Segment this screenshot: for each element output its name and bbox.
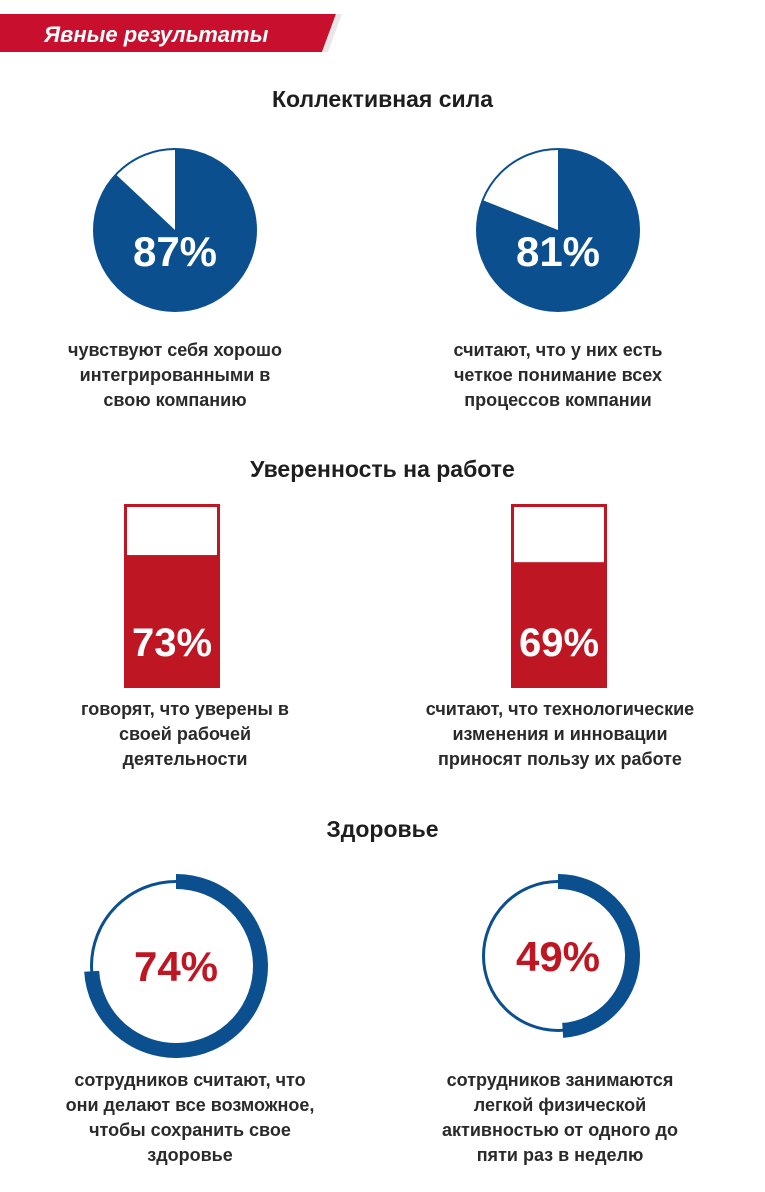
bar-value-label: 73% bbox=[132, 621, 212, 665]
caption-line: четкое понимание всех bbox=[453, 365, 663, 385]
fill-bar-73: 73% bbox=[124, 504, 220, 688]
banner-shape bbox=[0, 14, 342, 52]
section-title-confidence: Уверенность на работе bbox=[250, 456, 515, 482]
caption-line: пяти раз в неделю bbox=[476, 1145, 644, 1165]
caption-line: говорят, что уверены в bbox=[81, 699, 289, 719]
caption-73: говорят, что уверены в своей рабочей деяте… bbox=[40, 697, 330, 772]
caption-81: считают, что у них есть четкое понимание … bbox=[418, 338, 698, 413]
caption-line: изменения и инновации bbox=[452, 724, 668, 744]
caption-line: легкой физической bbox=[473, 1095, 647, 1115]
ring-arc bbox=[84, 874, 268, 1058]
caption-line: сотрудников занимаются bbox=[446, 1070, 674, 1090]
pie-slice bbox=[477, 149, 639, 311]
pie-value-label: 87% bbox=[133, 228, 217, 275]
caption-line: чувствуют себя хорошо bbox=[68, 340, 282, 360]
caption-line: деятельности bbox=[122, 749, 248, 769]
caption-line: своей рабочей bbox=[118, 724, 252, 744]
pie-chart-81: 81% bbox=[476, 148, 640, 312]
caption-line: считают, что у них есть bbox=[453, 340, 663, 360]
caption-line: здоровье bbox=[147, 1145, 233, 1165]
caption-69: считают, что технологические изменения и … bbox=[400, 697, 720, 772]
banner-title: Явные результаты bbox=[44, 22, 269, 47]
ring-value-label: 74% bbox=[134, 943, 218, 990]
pie-chart-87: 87% bbox=[93, 148, 257, 312]
bar-value-label: 69% bbox=[519, 621, 599, 665]
caption-line: они делают все возможное, bbox=[65, 1095, 315, 1115]
caption-line: свою компанию bbox=[103, 390, 247, 410]
caption-49: сотрудников занимаются легкой физической а… bbox=[410, 1068, 710, 1168]
caption-line: интегрированными в bbox=[79, 365, 271, 385]
ring-chart-74: 74% bbox=[84, 874, 268, 1058]
caption-line: приносят пользу их работе bbox=[438, 749, 682, 769]
ring-value-label: 49% bbox=[516, 933, 600, 980]
ring-arc bbox=[557, 874, 640, 1038]
pie-value-label: 81% bbox=[516, 228, 600, 275]
caption-line: считают, что технологические bbox=[425, 699, 695, 719]
bar-fill bbox=[514, 562, 604, 685]
caption-line: процессов компании bbox=[464, 390, 652, 410]
caption-line: сотрудников считают, что bbox=[74, 1070, 306, 1090]
caption-74: сотрудников считают, что они делают все в… bbox=[30, 1068, 350, 1168]
pie-slice bbox=[93, 149, 256, 311]
fill-bar-69: 69% bbox=[511, 504, 607, 688]
ring-chart-49: 49% bbox=[482, 874, 640, 1038]
caption-line: активностью от одного до bbox=[442, 1120, 678, 1140]
section-title-collective: Коллективная сила bbox=[271, 86, 494, 112]
bar-fill bbox=[127, 555, 217, 685]
section-title-health: Здоровье bbox=[326, 816, 439, 842]
caption-87: чувствуют себя хорошо интегрированными в с… bbox=[40, 338, 310, 413]
caption-line: чтобы сохранить свое bbox=[89, 1120, 291, 1140]
